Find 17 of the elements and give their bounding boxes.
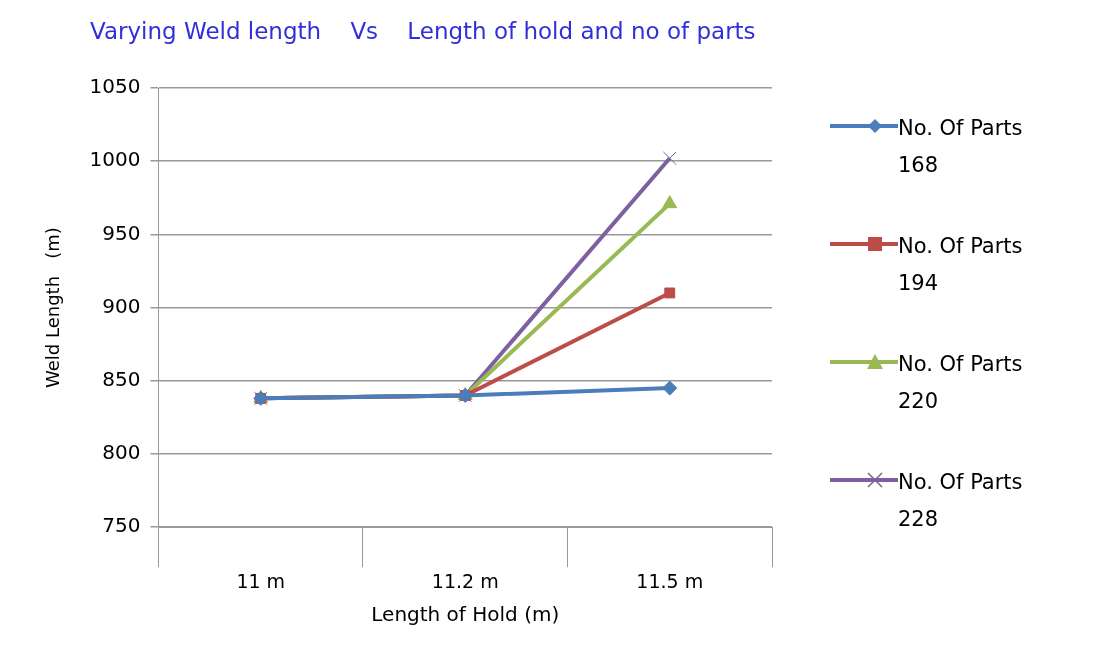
y-tick-label: 800 (102, 440, 141, 465)
legend-label: No. Of Parts 228 (898, 469, 1023, 533)
y-tick-label: 1050 (89, 74, 141, 99)
x-tick-label: 11.2 m (431, 569, 499, 592)
x-tick-label: 11 m (236, 569, 286, 592)
y-tick-label: 950 (102, 220, 141, 245)
y-tick-label: 1000 (89, 147, 141, 172)
y-axis-title: Weld Length (m) (42, 227, 64, 388)
x-tick-label: 11.5 m (636, 569, 704, 592)
chart-title: Varying Weld length Vs Length of hold and no of parts (90, 18, 756, 44)
legend-label: No. Of Parts 168 (898, 115, 1023, 179)
x-axis-title: Length of Hold (m) (371, 602, 560, 627)
y-tick-label: 850 (102, 367, 141, 391)
y-tick-label: 900 (102, 293, 141, 318)
legend-label: No. Of Parts 220 (898, 351, 1023, 415)
legend-label: No. Of Parts 194 (898, 233, 1023, 297)
y-tick-label: 750 (102, 513, 141, 538)
